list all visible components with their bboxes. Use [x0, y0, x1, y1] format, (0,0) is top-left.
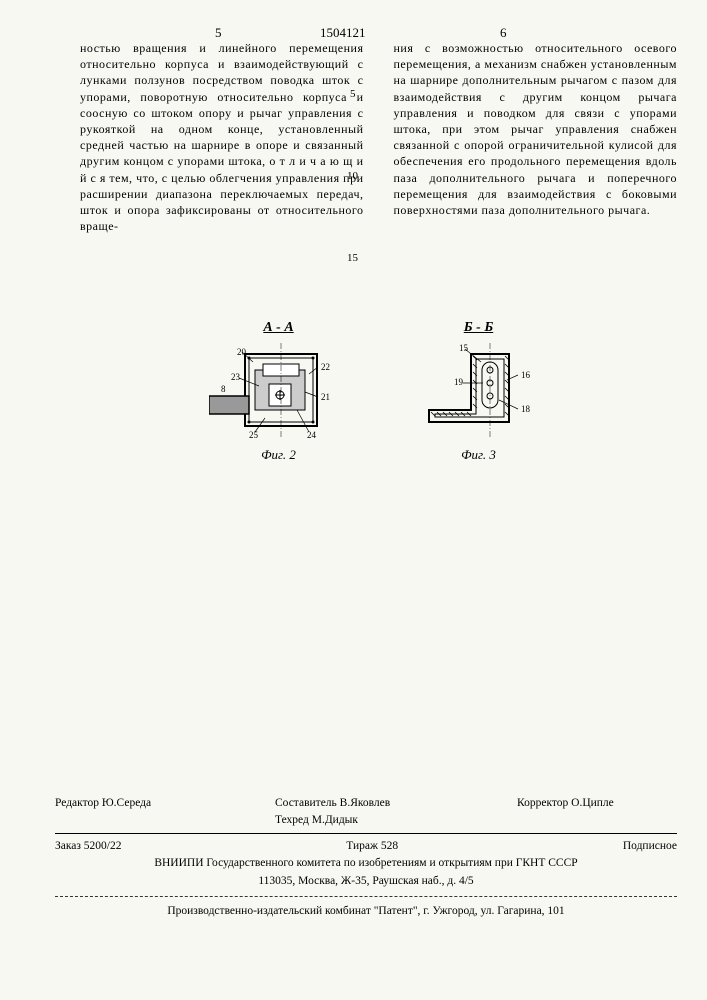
callout-23: 23 — [231, 372, 241, 382]
footer-order-row: Заказ 5200/22 Тираж 528 Подписное — [55, 838, 677, 855]
callout-18: 18 — [521, 404, 531, 414]
callout-22: 22 — [321, 362, 330, 372]
figure-2-drawing: 20 23 8 25 22 21 24 — [209, 340, 349, 440]
footer-subscription: Подписное — [623, 838, 677, 855]
footer-techred: Техред М.Дидык — [275, 812, 517, 829]
callout-20: 20 — [237, 347, 247, 357]
footer-print-run: Тираж 528 — [346, 838, 398, 855]
footer-compiler: Составитель В.Яковлев — [275, 795, 517, 812]
footer-divider-2 — [55, 896, 677, 897]
callout-21: 21 — [321, 392, 330, 402]
footer-org1-addr: 113035, Москва, Ж-35, Раушская наб., д. … — [55, 873, 677, 890]
figure-3-caption: Фиг. 3 — [409, 447, 549, 463]
footer-credits-row: Редактор Ю.Середа Составитель В.Яковлев … — [55, 795, 677, 830]
figure-2-section: А - А — [209, 320, 349, 336]
document-number: 1504121 — [320, 25, 366, 41]
right-column-text: ния с возможностью относительного осевог… — [394, 40, 678, 234]
footer-order: Заказ 5200/22 — [55, 838, 122, 855]
callout-15: 15 — [459, 343, 469, 353]
column-number-left: 5 — [215, 25, 222, 41]
callout-8: 8 — [221, 384, 226, 394]
figure-3: Б - Б — [409, 320, 549, 463]
left-column-text: ностью вращения и линейного перемещения … — [80, 40, 364, 234]
line-marker-10: 10 — [347, 170, 358, 182]
text-columns: ностью вращения и линейного перемещения … — [80, 40, 677, 234]
callout-16: 16 — [521, 370, 531, 380]
footer-org1: ВНИИПИ Государственного комитета по изоб… — [55, 855, 677, 872]
figures-row: А - А 20 23 8 25 22 — [150, 320, 607, 463]
line-marker-5: 5 — [350, 88, 356, 100]
footer-editor: Редактор Ю.Середа — [55, 795, 235, 830]
line-marker-15: 15 — [347, 252, 358, 264]
callout-19: 19 — [454, 377, 464, 387]
footer-corrector: Корректор О.Ципле — [517, 795, 677, 830]
callout-25: 25 — [249, 430, 259, 440]
column-number-right: 6 — [500, 25, 507, 41]
figure-3-drawing: 15 19 16 18 — [409, 340, 549, 440]
figure-2-caption: Фиг. 2 — [209, 447, 349, 463]
figure-3-section: Б - Б — [409, 320, 549, 336]
page: 5 1504121 6 ностью вращения и линейного … — [0, 0, 707, 1000]
figure-2: А - А 20 23 8 25 22 — [209, 320, 349, 463]
footer-divider-1 — [55, 833, 677, 834]
footer-block: Редактор Ю.Середа Составитель В.Яковлев … — [55, 795, 677, 921]
footer-org2: Производственно-издательский комбинат "П… — [55, 903, 677, 920]
